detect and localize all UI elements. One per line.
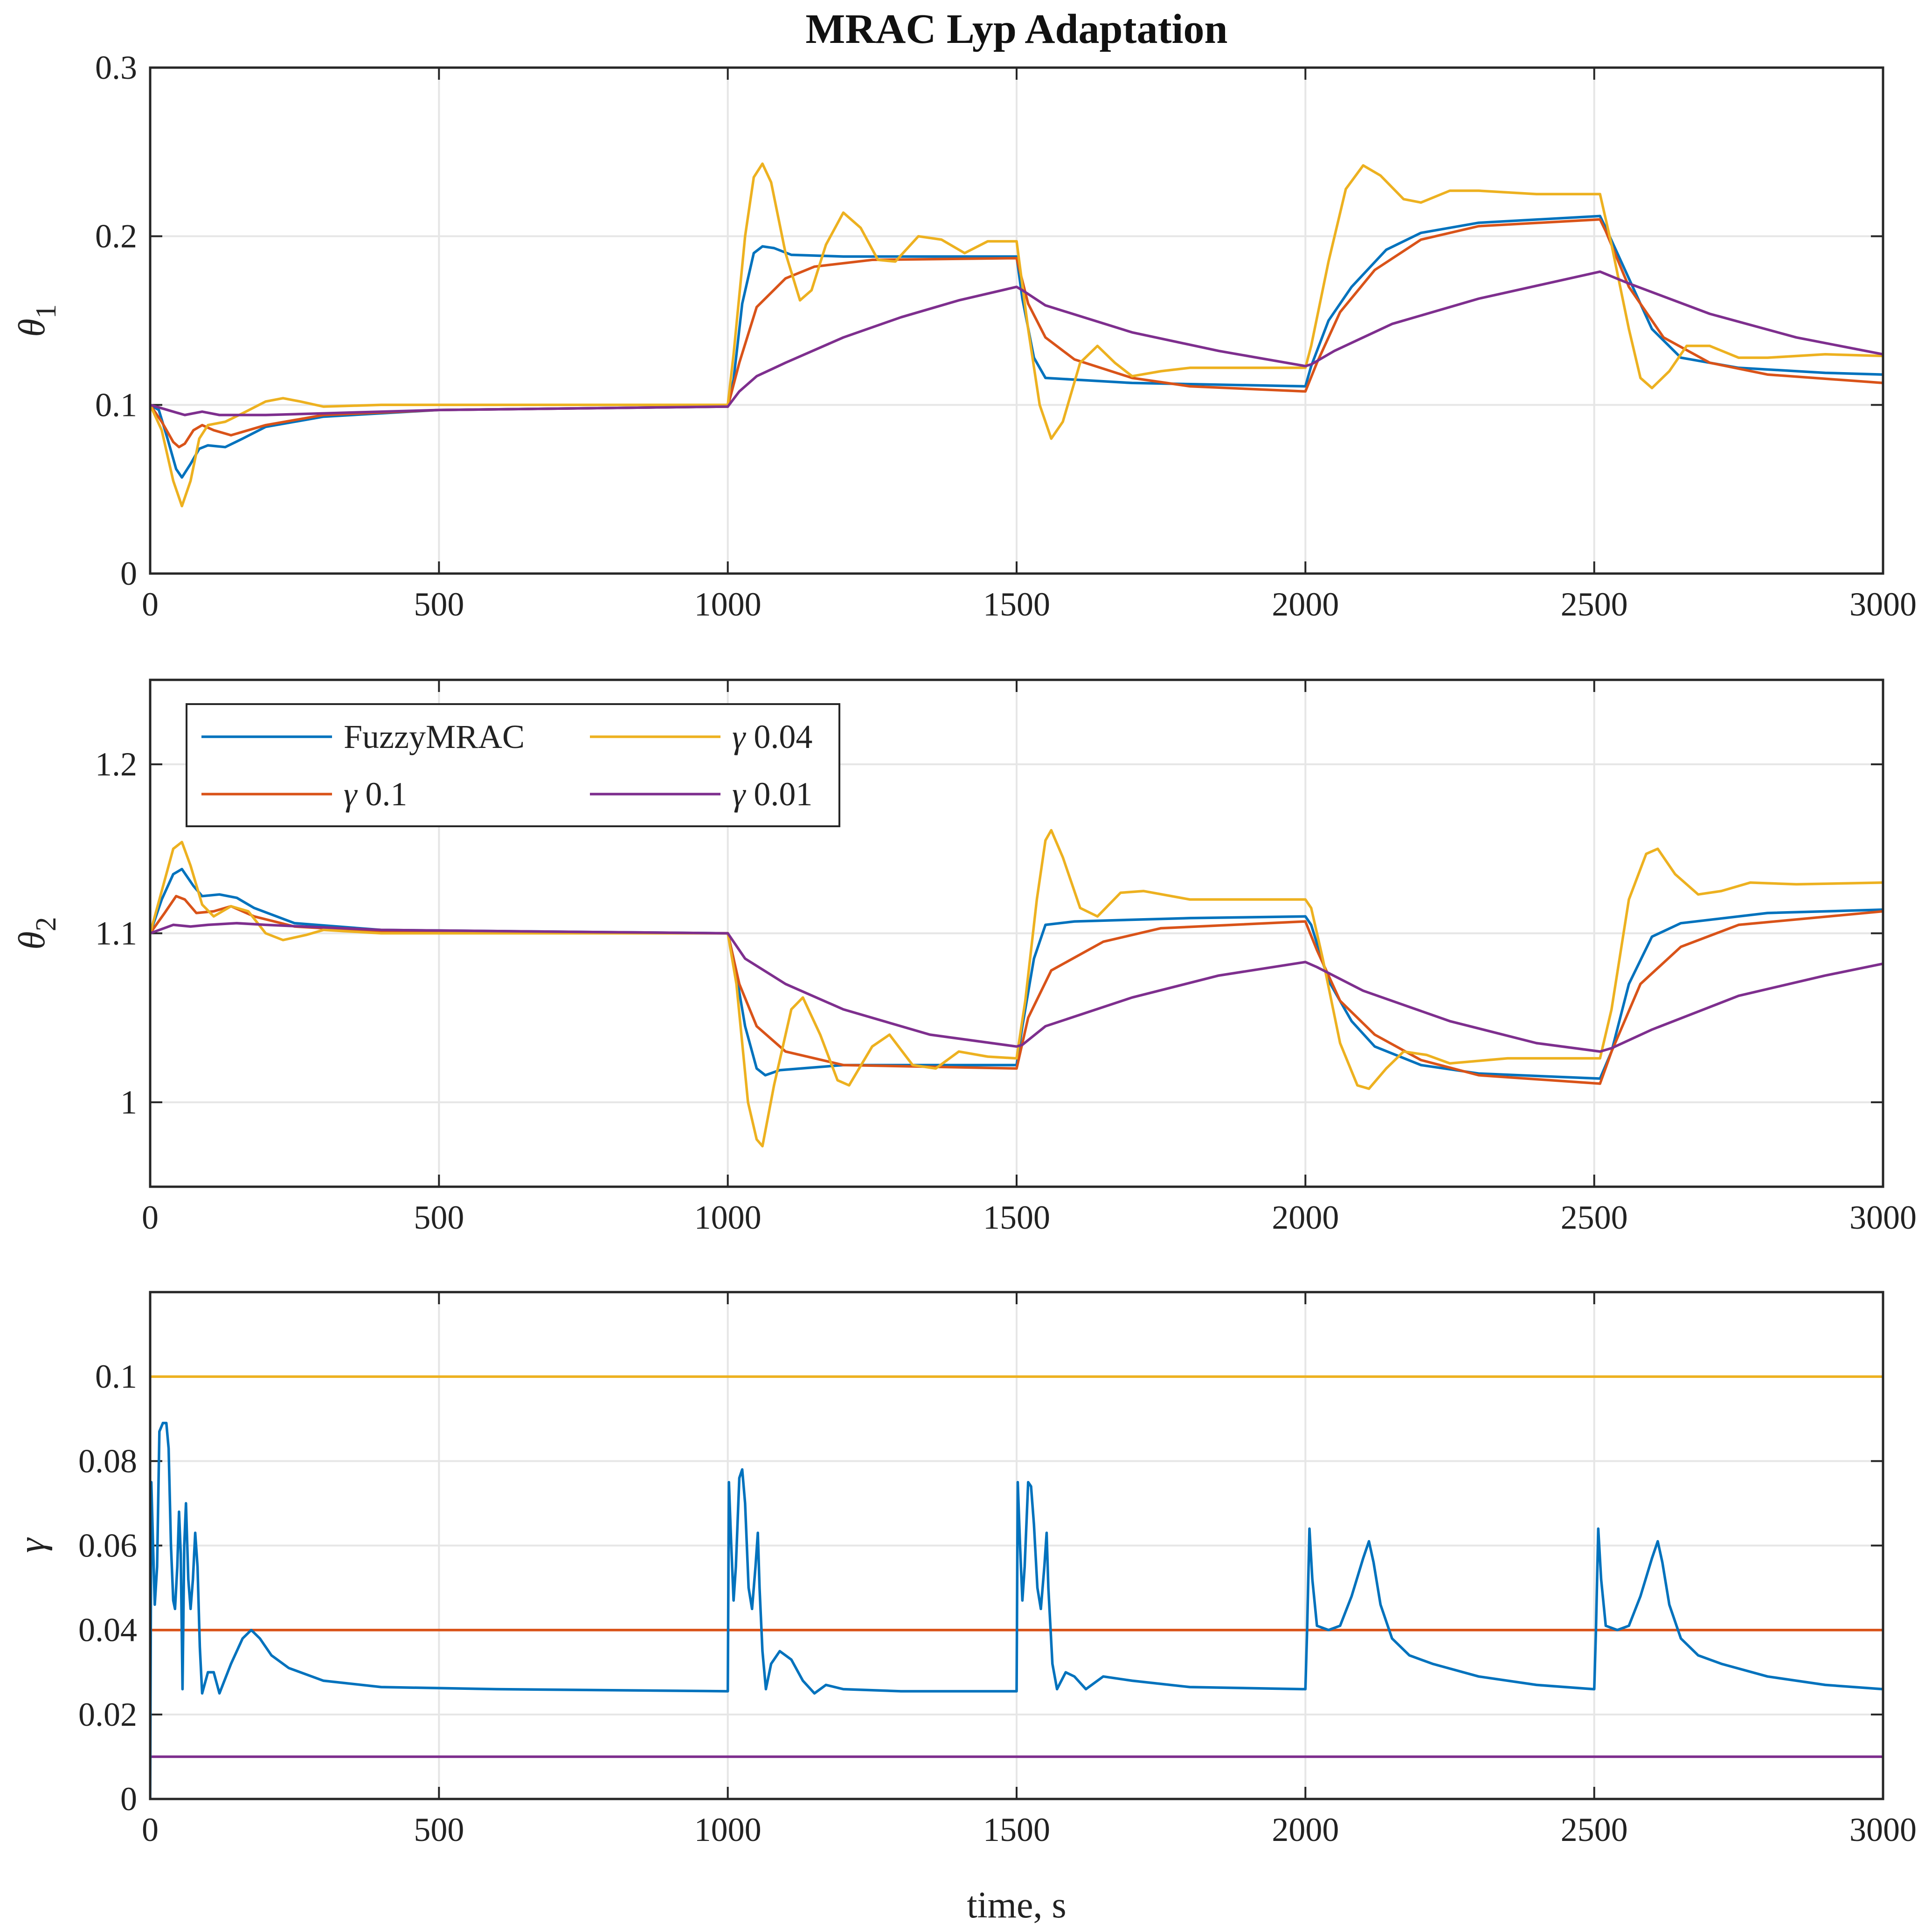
x-tick-label: 3000 (1849, 1811, 1917, 1848)
y-axis-label: θ1 (12, 304, 62, 337)
series-line-FuzzyMRAC (150, 214, 1883, 479)
x-tick-label: 3000 (1849, 586, 1917, 623)
legend-item-g01: γ 0.1 (201, 775, 407, 813)
y-tick-label: 0.02 (78, 1696, 137, 1733)
axes-frame (149, 66, 1884, 575)
x-tick-label: 1500 (983, 1811, 1050, 1848)
series-line-FuzzyMRAC (150, 1422, 1883, 1799)
x-tick-label: 0 (142, 1811, 159, 1848)
y-axis-label-symbol: γ (12, 1537, 53, 1553)
y-tick-label: 0.06 (78, 1527, 137, 1564)
y-tick-label: 0.2 (95, 218, 137, 255)
x-tick-label: 2500 (1561, 1199, 1628, 1236)
y-axis-label-subscript: 1 (30, 304, 62, 318)
y-tick-label: 0.04 (78, 1612, 137, 1649)
y-tick-label: 0.1 (95, 1358, 137, 1395)
x-tick-label: 2000 (1272, 1199, 1339, 1236)
x-tick-label: 0 (142, 586, 159, 623)
panel-theta2: 0 500 1000 1500 2000 2500 3000 1 1.1 1.2 θ2 (12, 678, 1917, 1236)
x-tick-label: 2500 (1561, 1811, 1628, 1848)
x-tick-label: 500 (414, 586, 464, 623)
legend-label: FuzzyMRAC (344, 718, 525, 755)
x-tick-label: 1000 (694, 1811, 762, 1848)
x-tick-label: 0 (142, 1199, 159, 1236)
y-tick-label: 0.1 (95, 386, 137, 423)
series-line-g01 (150, 895, 1883, 1085)
legend-label-value: 0.1 (365, 775, 407, 813)
y-tick-label: 1.1 (95, 915, 137, 952)
y-axis-label: θ2 (12, 917, 62, 949)
legend-label-value: 0.01 (754, 775, 812, 813)
legend-label: γ 0.04 (732, 718, 812, 755)
legend-box (186, 703, 840, 827)
series-line-g001 (150, 270, 1883, 416)
legend-item-g004: γ 0.04 (590, 718, 812, 755)
series-line-g004 (150, 829, 1883, 1148)
legend-item-g001: γ 0.01 (590, 775, 812, 813)
legend-item-FuzzyMRAC: FuzzyMRAC (201, 718, 525, 755)
y-axis-label-symbol: θ (12, 318, 53, 337)
legend: FuzzyMRAC γ 0.04γ 0.1 γ 0.01 (186, 703, 840, 827)
x-tick-label: 1500 (983, 586, 1050, 623)
x-tick-label: 2000 (1272, 586, 1339, 623)
axes-frame (149, 678, 1884, 1188)
legend-label: γ 0.1 (344, 775, 407, 813)
y-tick-label: 0.08 (78, 1442, 137, 1480)
x-tick-label: 500 (414, 1811, 464, 1848)
legend-label-value: 0.04 (754, 718, 812, 755)
y-tick-label: 1 (120, 1084, 137, 1121)
series-line-g004 (150, 162, 1883, 508)
x-tick-label: 2500 (1561, 586, 1628, 623)
y-tick-label: 1.2 (95, 746, 137, 783)
y-axis-label-symbol: θ (12, 931, 53, 949)
y-axis-label: γ (12, 1537, 53, 1553)
legend-label-symbol: γ (732, 718, 746, 755)
legend-label: γ 0.01 (732, 775, 812, 813)
x-tick-label: 1500 (983, 1199, 1050, 1236)
y-tick-label: 0.3 (95, 49, 137, 86)
legend-label-symbol: γ (732, 775, 746, 813)
y-tick-label: 0 (120, 1780, 137, 1818)
x-tick-label: 1000 (694, 586, 762, 623)
legend-label-symbol: γ (344, 775, 358, 813)
series-line-g001 (150, 922, 1883, 1053)
axes-frame (149, 1291, 1884, 1800)
chart-title: MRAC Lyp Adaptation (805, 6, 1227, 52)
panel-theta1: 0 500 1000 1500 2000 2500 3000 0 0.1 0.2 0.3 θ1 (12, 49, 1917, 623)
y-axis-label-subscript: 2 (30, 917, 62, 931)
x-tick-label: 3000 (1849, 1199, 1917, 1236)
x-tick-label: 500 (414, 1199, 464, 1236)
x-tick-label: 1000 (694, 1199, 762, 1236)
panel-gamma: 0 500 1000 1500 2000 2500 3000 0 0.02 0.04 0.06 0.0… (12, 1291, 1917, 1848)
y-tick-label: 0 (120, 555, 137, 592)
x-axis-label: time, s (967, 1885, 1066, 1926)
x-tick-label: 2000 (1272, 1811, 1339, 1848)
